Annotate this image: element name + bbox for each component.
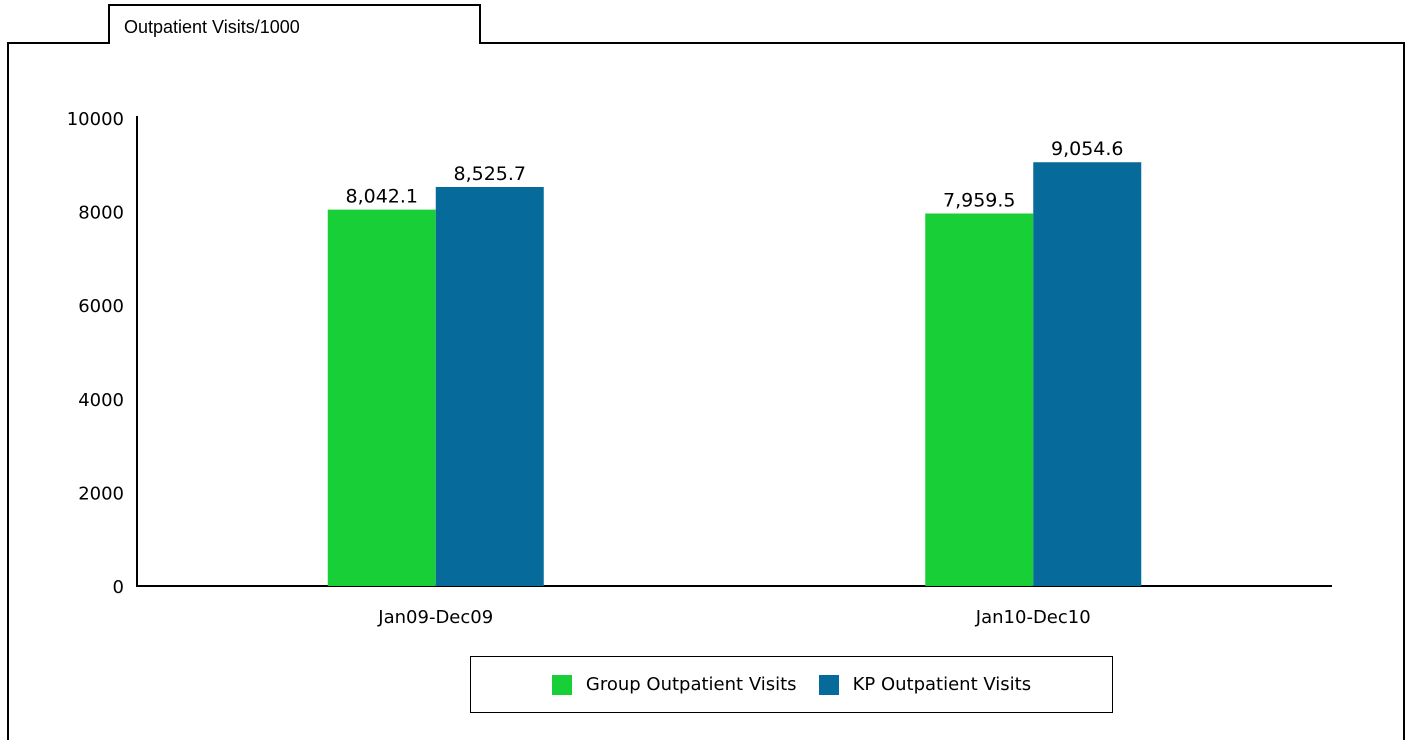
y-tick-label: 6000 — [78, 296, 124, 317]
panel-title-tab[interactable]: Outpatient Visits/1000 — [124, 17, 300, 37]
bar-value-label: 7,959.5 — [943, 189, 1016, 211]
legend-item-group: Group Outpatient Visits — [551, 674, 797, 695]
y-tick-label: 10000 — [67, 109, 124, 130]
bar-value-label: 8,042.1 — [345, 186, 418, 208]
legend-swatch-group — [551, 674, 572, 695]
bar — [1033, 162, 1142, 586]
legend-label-kp: KP Outpatient Visits — [852, 674, 1032, 695]
y-tick-label: 8000 — [78, 203, 124, 224]
chart-legend: Group Outpatient Visits KP Outpatient Vi… — [470, 656, 1113, 713]
bar-value-label: 9,054.6 — [1051, 138, 1124, 160]
bar — [925, 213, 1034, 586]
legend-label-group: Group Outpatient Visits — [585, 674, 797, 695]
x-tick-label: Jan09-Dec09 — [377, 607, 493, 628]
legend-swatch-kp — [818, 674, 839, 695]
bar — [435, 186, 544, 586]
legend-item-kp: KP Outpatient Visits — [818, 674, 1032, 695]
x-tick-label: Jan10-Dec10 — [975, 607, 1091, 628]
y-tick-label: 2000 — [78, 483, 124, 504]
bar-value-label: 8,525.7 — [453, 163, 526, 185]
y-tick-label: 0 — [113, 577, 124, 598]
y-tick-label: 4000 — [78, 390, 124, 411]
bar — [327, 209, 436, 587]
bar-chart: 0 2000 4000 6000 8000 10000 8,042.1 8,525.7 Jan0… — [67, 109, 1332, 628]
